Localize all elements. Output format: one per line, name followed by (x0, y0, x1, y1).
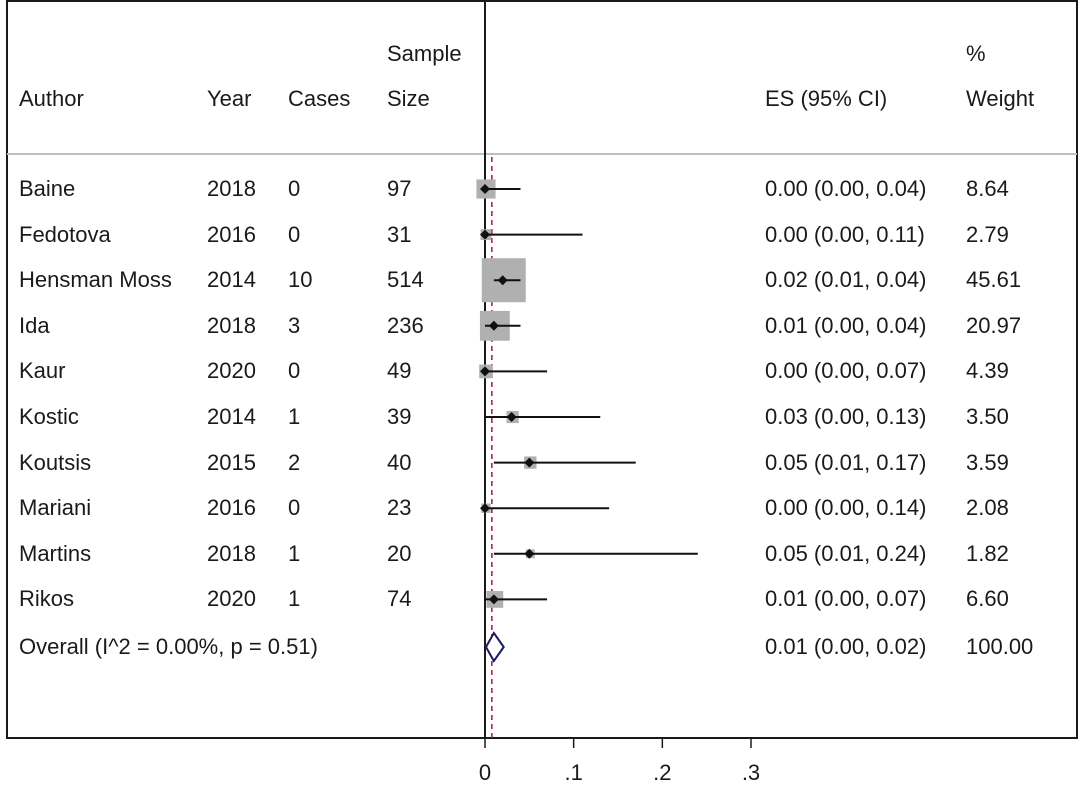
effect-point (480, 503, 490, 514)
x-axis-tick-label: .3 (742, 760, 760, 785)
effect-point (480, 366, 490, 377)
x-axis-tick-label: .2 (653, 760, 671, 785)
study-author: Baine (19, 176, 76, 201)
study-es-ci: 0.00 (0.00, 0.07) (765, 358, 927, 384)
study-cases: 1 (288, 404, 301, 429)
study-cases: 2 (288, 449, 301, 475)
study-year: 2016 (207, 495, 256, 521)
study-year: 2018 (207, 312, 256, 338)
study-es-ci: 0.00 (0.00, 0.11) (765, 221, 925, 247)
study-weight: 20.97 (966, 312, 1022, 338)
effect-point (497, 275, 508, 286)
overall-label: Overall (I^2 = 0.00%, p = 0.51) (19, 634, 318, 659)
study-author: Ida (19, 312, 50, 338)
overall-weight: 100.00 (966, 634, 1034, 659)
study-es-ci: 0.01 (0.00, 0.07) (765, 586, 927, 612)
study-author: Koutsis (19, 449, 92, 475)
study-weight: 4.39 (966, 358, 1009, 384)
study-es-ci: 0.00 (0.00, 0.14) (765, 495, 927, 521)
header-size: Size (387, 86, 430, 111)
study-year: 2014 (207, 267, 256, 293)
study-cases: 1 (288, 586, 301, 612)
study-sample-size: 74 (387, 586, 412, 612)
study-year: 2016 (207, 221, 256, 247)
study-es-ci: 0.02 (0.01, 0.04) (765, 267, 927, 293)
header-cases: Cases (288, 86, 351, 111)
study-es-ci: 0.03 (0.00, 0.13) (765, 404, 927, 429)
effect-point (524, 457, 535, 468)
study-cases: 0 (288, 176, 301, 201)
study-cases: 1 (288, 540, 301, 566)
study-year: 2014 (207, 404, 256, 429)
study-sample-size: 31 (387, 221, 412, 247)
study-year: 2018 (207, 176, 256, 201)
effect-point (506, 412, 517, 422)
header-year: Year (207, 86, 252, 111)
study-year: 2015 (207, 449, 256, 475)
study-es-ci: 0.01 (0.00, 0.04) (765, 312, 927, 338)
study-weight: 3.59 (966, 449, 1009, 475)
effect-point (480, 184, 490, 194)
study-weight: 45.61 (966, 267, 1022, 293)
effect-point (480, 229, 490, 240)
x-axis-tick-label: 0 (479, 760, 491, 785)
study-cases: 0 (288, 358, 301, 384)
study-weight: 1.82 (966, 540, 1009, 566)
study-cases: 0 (288, 495, 301, 521)
study-weight: 2.79 (966, 221, 1009, 247)
study-sample-size: 23 (387, 495, 412, 521)
x-axis-tick-label: .1 (564, 760, 582, 785)
study-weight: 8.64 (966, 176, 1009, 201)
header-sample: Sample (387, 41, 462, 66)
study-weight: 3.50 (966, 404, 1009, 429)
study-year: 2020 (207, 586, 256, 612)
study-author: Kostic (19, 404, 79, 429)
study-cases: 0 (288, 221, 301, 247)
study-author: Kaur (19, 358, 66, 384)
study-sample-size: 97 (387, 176, 412, 201)
overall-diamond (484, 631, 505, 663)
effect-point (488, 594, 499, 605)
study-es-ci: 0.05 (0.01, 0.24) (765, 540, 927, 566)
study-es-ci: 0.05 (0.01, 0.17) (765, 449, 927, 475)
header-author: Author (19, 86, 84, 111)
study-sample-size: 40 (387, 449, 412, 475)
effect-point (524, 548, 535, 559)
study-sample-size: 514 (387, 267, 424, 293)
study-author: Rikos (19, 586, 75, 612)
overall-es-ci: 0.01 (0.00, 0.02) (765, 634, 927, 659)
study-author: Mariani (19, 495, 92, 521)
study-es-ci: 0.00 (0.00, 0.04) (765, 176, 927, 201)
study-cases: 3 (288, 312, 301, 338)
study-sample-size: 236 (387, 312, 424, 338)
study-weight: 6.60 (966, 586, 1009, 612)
header-weight: Weight (966, 86, 1035, 111)
study-author: Hensman Moss (19, 267, 172, 293)
study-author: Fedotova (19, 221, 111, 247)
study-sample-size: 20 (387, 540, 412, 566)
study-cases: 10 (288, 267, 313, 293)
effect-point (488, 320, 499, 331)
study-year: 2018 (207, 540, 256, 566)
study-author: Martins (19, 540, 92, 566)
header-es-ci: ES (95% CI) (765, 86, 888, 111)
header-percent: % (966, 41, 986, 66)
study-sample-size: 49 (387, 358, 412, 384)
study-sample-size: 39 (387, 404, 412, 429)
study-year: 2020 (207, 358, 256, 384)
study-weight: 2.08 (966, 495, 1009, 521)
plot-frame (6, 0, 1078, 739)
